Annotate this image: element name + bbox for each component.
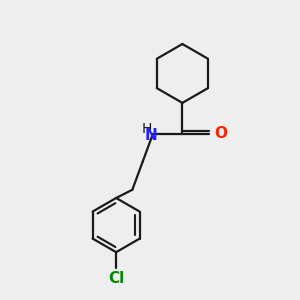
Text: N: N — [145, 128, 158, 143]
Text: H: H — [141, 122, 152, 136]
Text: O: O — [214, 126, 227, 141]
Text: Cl: Cl — [108, 271, 124, 286]
